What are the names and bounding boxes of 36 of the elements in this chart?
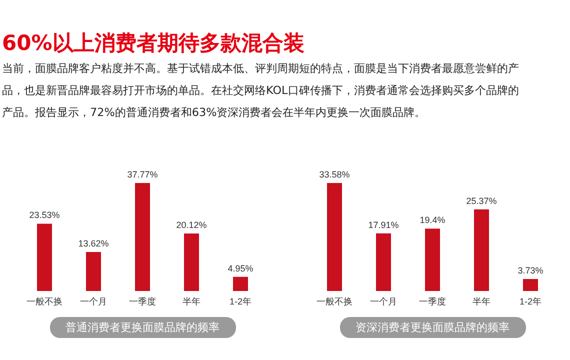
data-label: 4.95% xyxy=(228,263,254,274)
bar xyxy=(135,183,150,291)
text: 产品。报告显示，72%的普通消费者和63%资深消费者会在半年内更换一次面膜品牌。 xyxy=(2,105,427,121)
x-axis-title: 普通消费者更换面膜品牌的频率 xyxy=(50,317,236,338)
x-tick-label: 一季度 xyxy=(419,296,446,306)
data-label: 20.12% xyxy=(176,220,207,230)
x-tick-label: 一季度 xyxy=(129,296,156,306)
x-tick-label: 1-2年 xyxy=(229,296,252,306)
data-label: 3.73% xyxy=(518,266,544,276)
data-label: 19.4% xyxy=(420,215,446,226)
text: 品，也是新晋品牌最容易打开市场的单品。在社交网络KOL口碑传播下，消费者通常会选择购买多个品牌的 xyxy=(2,83,520,99)
text: 当前，面膜品牌客户粘度并不高。基于试错成本低、评判周期短的特点，面膜是当下消费者最愿意尝鲜的产 xyxy=(2,61,520,77)
x-tick-label: 一般不换 xyxy=(26,296,62,306)
x-tick-label: 一般不换 xyxy=(316,296,352,306)
x-tick-label: 1-2年 xyxy=(519,296,542,306)
data-label: 23.53% xyxy=(29,210,60,220)
bar xyxy=(233,276,248,291)
data-label: 25.37% xyxy=(466,196,497,206)
bar xyxy=(86,252,101,291)
x-axis-title: 资深消费者更换面膜品牌的频率 xyxy=(340,317,526,338)
bar xyxy=(327,183,342,291)
data-label: 17.91% xyxy=(368,220,399,230)
bar xyxy=(184,233,199,291)
x-tick-label: 一个月 xyxy=(80,296,107,306)
bar xyxy=(376,233,391,291)
bar xyxy=(474,209,489,291)
x-tick-label: 一个月 xyxy=(370,296,397,306)
data-label: 37.77% xyxy=(127,170,158,180)
data-label: 33.58% xyxy=(319,170,350,180)
bar xyxy=(37,224,52,291)
data-label: 13.62% xyxy=(78,238,109,249)
x-tick-label: 半年 xyxy=(472,296,490,306)
x-tick-label: 半年 xyxy=(182,296,200,306)
bar xyxy=(425,228,440,291)
text: 60%以上消费者期待多款混合装 xyxy=(2,30,306,57)
bar xyxy=(523,279,538,291)
